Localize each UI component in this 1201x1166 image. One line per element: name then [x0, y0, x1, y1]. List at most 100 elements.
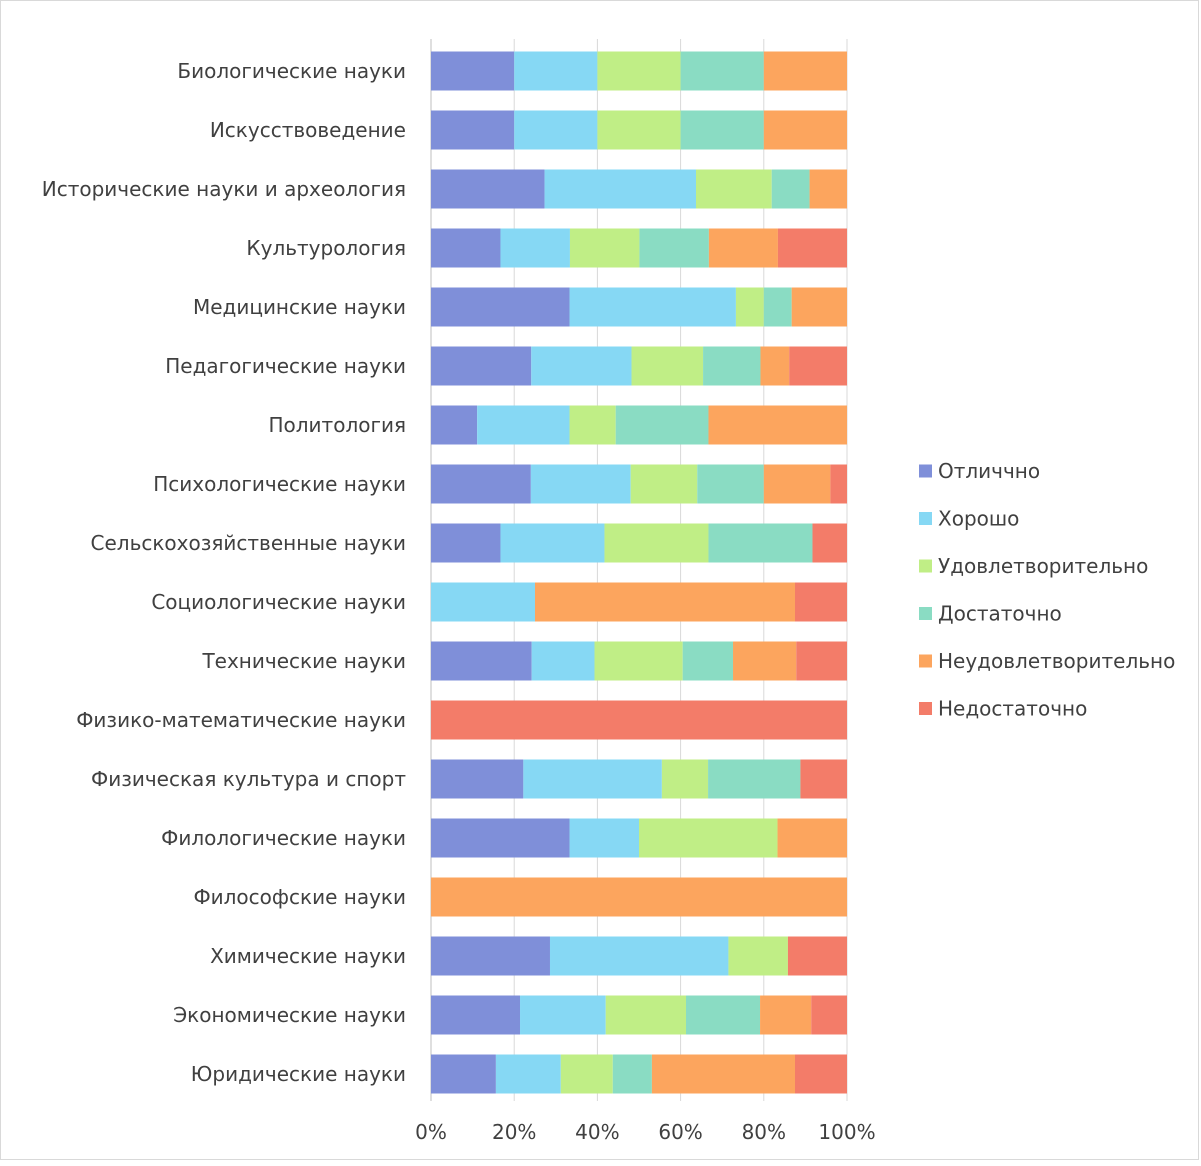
- bar-segment: [800, 759, 847, 799]
- bar-segment: [431, 641, 532, 681]
- category-label: Психологические науки: [153, 472, 406, 496]
- legend-label: Хорошо: [938, 507, 1019, 531]
- category-label: Физическая культура и спорт: [91, 767, 406, 791]
- bar-segment: [520, 995, 606, 1035]
- bar-segment: [809, 169, 847, 209]
- bar-segment: [431, 700, 847, 740]
- bar-segment: [569, 405, 616, 445]
- bar-segment: [544, 169, 696, 209]
- bar-segment: [431, 287, 570, 327]
- bar-segment: [514, 51, 598, 91]
- bar-segment: [431, 582, 535, 622]
- bar-segment: [763, 464, 831, 504]
- bar-segment: [680, 110, 764, 150]
- bar-segment: [695, 169, 772, 209]
- bar-segment: [651, 1054, 795, 1094]
- bar-segment: [431, 995, 521, 1035]
- category-label: Исторические науки и археология: [42, 177, 406, 201]
- bar-segment: [787, 936, 847, 976]
- bar-segment: [615, 405, 709, 445]
- bar-segment: [431, 346, 532, 386]
- bar-segment: [639, 228, 709, 268]
- legend-label: Достаточно: [938, 602, 1062, 626]
- bar-segment: [569, 287, 736, 327]
- bar-segment: [549, 936, 729, 976]
- legend-item: Удовлетворительно: [919, 554, 1148, 578]
- x-tick-label: 0%: [415, 1120, 447, 1144]
- x-tick-label: 40%: [575, 1120, 619, 1144]
- gridlines: [430, 39, 848, 1101]
- bar-segment: [569, 818, 639, 858]
- category-label: Медицинские науки: [193, 295, 406, 319]
- legend-label: Удовлетворительно: [938, 554, 1148, 578]
- category-label: Социологические науки: [151, 590, 406, 614]
- bar-segment: [523, 759, 662, 799]
- bar-segment: [431, 51, 515, 91]
- legend-swatch: [919, 559, 932, 573]
- bar-segment: [708, 405, 847, 445]
- bar-segment: [630, 464, 698, 504]
- bar-segment: [431, 405, 478, 445]
- bar-segment: [760, 346, 790, 386]
- bar-segment: [612, 1054, 652, 1094]
- bar-segment: [594, 641, 683, 681]
- bar-segment: [795, 582, 847, 622]
- bar-segment: [771, 169, 810, 209]
- legend-label: Недостаточно: [938, 697, 1087, 721]
- x-tick-label: 80%: [742, 1120, 786, 1144]
- bar-segment: [811, 995, 847, 1035]
- legend: Отличчно Хорошо Удовлетворительно Достаточн…: [919, 459, 1175, 721]
- bar-segment: [431, 759, 524, 799]
- bar-segment: [791, 287, 847, 327]
- bar-segment: [514, 110, 598, 150]
- legend-label: Отличчно: [938, 459, 1040, 483]
- category-label: Политология: [269, 413, 407, 437]
- category-label: Технические науки: [201, 649, 406, 673]
- bar-segment: [500, 228, 570, 268]
- bar-segment: [431, 523, 501, 563]
- bar-segment: [530, 464, 631, 504]
- bar-segment: [431, 169, 545, 209]
- legend-item: Недостаточно: [919, 697, 1087, 721]
- bar-segment: [760, 995, 812, 1035]
- bar-segment: [686, 995, 761, 1035]
- legend-item: Хорошо: [919, 507, 1019, 531]
- bar-segment: [708, 523, 813, 563]
- bar-segment: [661, 759, 709, 799]
- bars: [431, 51, 847, 1094]
- bar-segment: [431, 228, 501, 268]
- bar-segment: [604, 523, 709, 563]
- legend-swatch: [919, 607, 932, 620]
- bar-segment: [777, 228, 847, 268]
- x-tick-label: 100%: [818, 1120, 875, 1144]
- bar-segment: [708, 228, 778, 268]
- bar-segment: [812, 523, 847, 563]
- bar-segment: [431, 1054, 496, 1094]
- category-label: Физико-математические науки: [76, 708, 406, 732]
- category-label: Сельскохозяйственные науки: [91, 531, 406, 555]
- bar-segment: [777, 818, 847, 858]
- bar-segment: [495, 1054, 561, 1094]
- bar-segment: [535, 582, 795, 622]
- category-label: Экономические науки: [173, 1003, 406, 1027]
- bar-segment: [830, 464, 847, 504]
- x-tick-label: 20%: [492, 1120, 536, 1144]
- bar-segment: [735, 287, 764, 327]
- legend-item: Достаточно: [919, 602, 1062, 626]
- bar-segment: [597, 110, 681, 150]
- category-label: Филологические науки: [161, 826, 406, 850]
- legend-item: Отличчно: [919, 459, 1040, 483]
- bar-segment: [531, 641, 595, 681]
- bar-segment: [560, 1054, 613, 1094]
- bar-segment: [728, 936, 788, 976]
- bar-segment: [569, 228, 640, 268]
- category-labels: Биологические науки Искусствоведение Истор…: [42, 59, 407, 1086]
- category-label: Культурология: [246, 236, 406, 260]
- bar-segment: [708, 759, 801, 799]
- bar-segment: [639, 818, 778, 858]
- bar-segment: [796, 641, 847, 681]
- bar-segment: [500, 523, 605, 563]
- bar-segment: [431, 110, 515, 150]
- bar-segment: [763, 110, 847, 150]
- bar-segment: [763, 51, 847, 91]
